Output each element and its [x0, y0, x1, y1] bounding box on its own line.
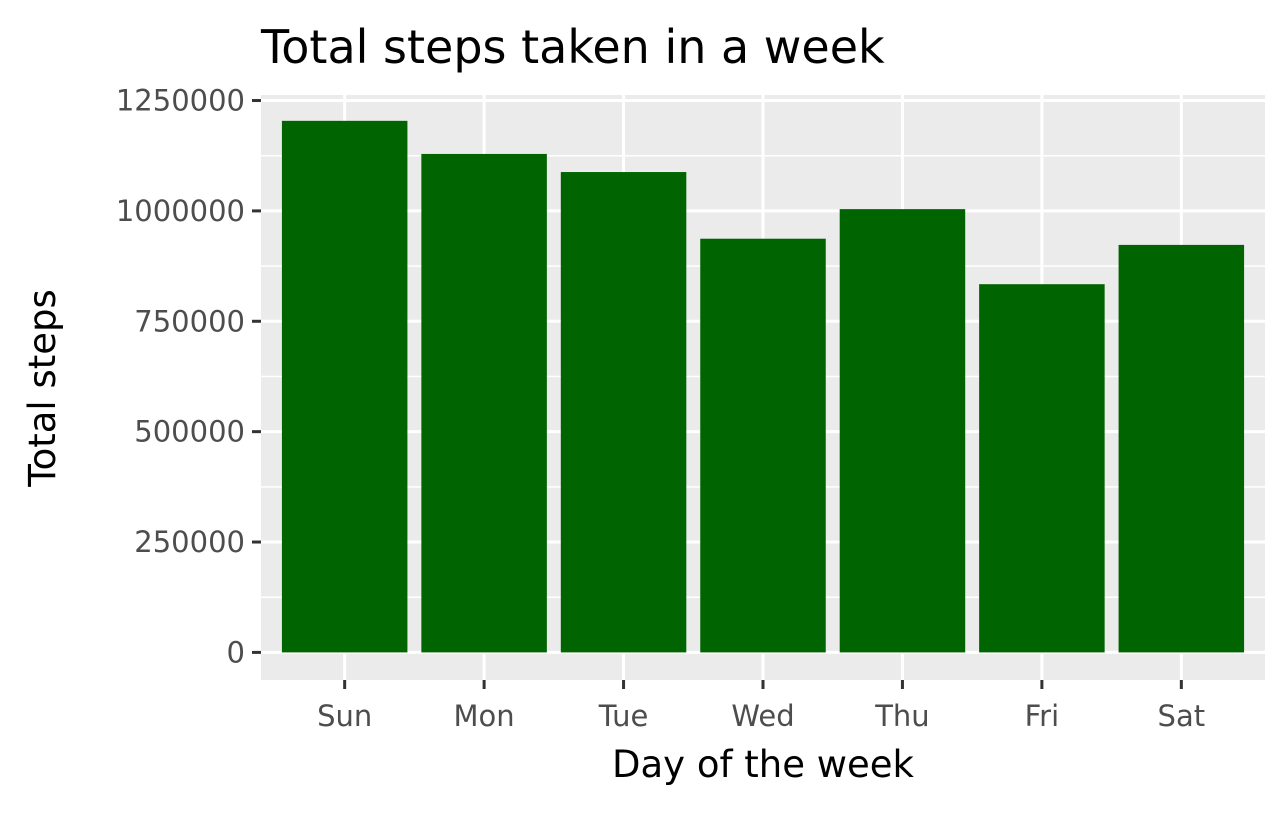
y-axis: 0 250000 500000 750000 1000000 1250000 — [116, 84, 261, 669]
bar-thu — [839, 209, 966, 653]
chart-title: Total steps taken in a week — [260, 20, 885, 74]
bar-mon — [421, 153, 547, 653]
y-tick-label: 500000 — [134, 415, 245, 449]
bar-sun — [281, 120, 408, 653]
x-axis-title: Day of the week — [612, 743, 915, 786]
y-tick-label: 1000000 — [116, 194, 245, 228]
x-tick-label: Fri — [1025, 699, 1060, 733]
x-tick-label: Tue — [598, 699, 649, 733]
y-tick-label: 750000 — [134, 304, 245, 338]
bars — [281, 120, 1245, 653]
x-tick-label: Mon — [454, 699, 515, 733]
x-axis: Sun Mon Tue Wed Thu Fri Sat — [317, 680, 1205, 733]
x-tick-label: Sat — [1158, 699, 1206, 733]
x-tick-label: Thu — [874, 699, 929, 733]
bar-tue — [560, 172, 687, 653]
bar-wed — [700, 238, 826, 653]
y-tick-label: 250000 — [134, 525, 245, 559]
bar-sat — [1118, 244, 1245, 653]
y-tick-label: 0 — [227, 635, 245, 669]
x-tick-label: Wed — [731, 699, 794, 733]
x-tick-label: Sun — [317, 699, 372, 733]
bar-fri — [979, 284, 1105, 653]
y-tick-label: 1250000 — [116, 84, 245, 118]
y-axis-title: Total steps — [21, 289, 64, 487]
